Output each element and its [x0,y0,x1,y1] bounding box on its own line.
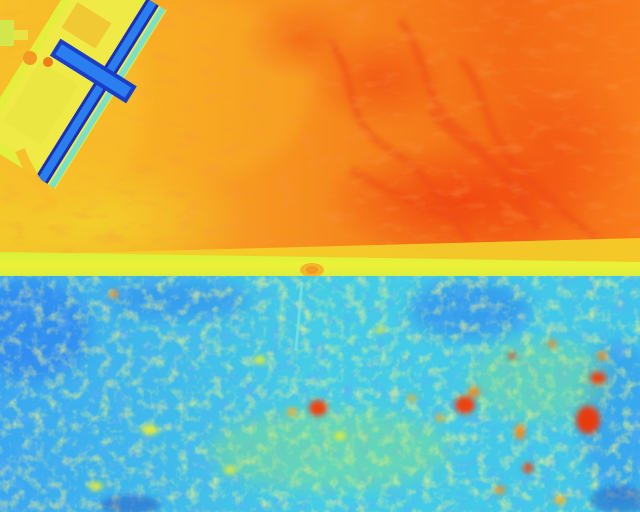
mounted-device [0,0,167,215]
cold-ground [0,276,640,512]
